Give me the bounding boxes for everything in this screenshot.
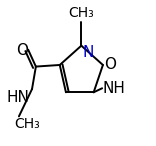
Text: CH₃: CH₃ — [68, 6, 94, 20]
Text: CH₃: CH₃ — [14, 117, 40, 131]
Text: O: O — [104, 57, 116, 72]
Text: HN: HN — [7, 90, 30, 105]
Text: O: O — [16, 43, 28, 58]
Text: N: N — [82, 45, 93, 60]
Text: NH: NH — [103, 81, 126, 96]
